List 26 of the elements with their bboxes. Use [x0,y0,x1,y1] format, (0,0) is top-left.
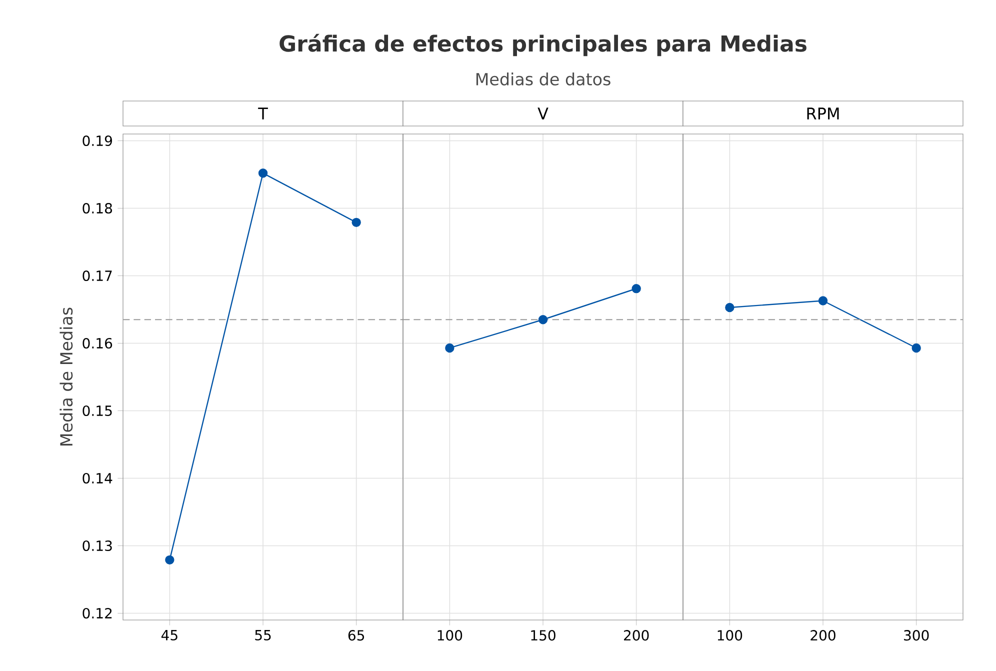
x-tick-label: 200 [624,630,649,641]
y-tick-label: 0.12 [82,608,112,619]
x-tick-label: 300 [904,630,929,641]
y-tick-label: 0.19 [82,135,112,146]
y-tick-label: 0.16 [82,338,112,349]
y-tick-label: 0.18 [82,202,112,214]
x-tick-label: 55 [255,630,271,640]
chart-title: T [258,108,268,120]
y-tick-label: 0.17 [82,270,112,282]
point [352,218,361,228]
x-tick-label: 150 [531,630,556,641]
chart-title: V [538,108,548,120]
x-tick-label: 65 [348,630,364,641]
x-tick-label: 200 [810,630,836,641]
y-tick-label: 0.13 [82,540,112,552]
text: Gráfica de efectos principales para Medias [280,34,806,56]
y-tick-label: 0.15 [82,405,112,416]
point [165,555,174,565]
y-tick-label: 0.14 [82,472,112,484]
x-tick-label: 45 [161,630,178,640]
x-tick-label: 100 [718,630,742,641]
y-axis-title: Media de Medias [60,308,73,446]
x-tick-label: 100 [438,630,462,641]
point [258,168,268,178]
chart-title: RPM [807,108,839,120]
text: Medias de datos [476,72,610,86]
